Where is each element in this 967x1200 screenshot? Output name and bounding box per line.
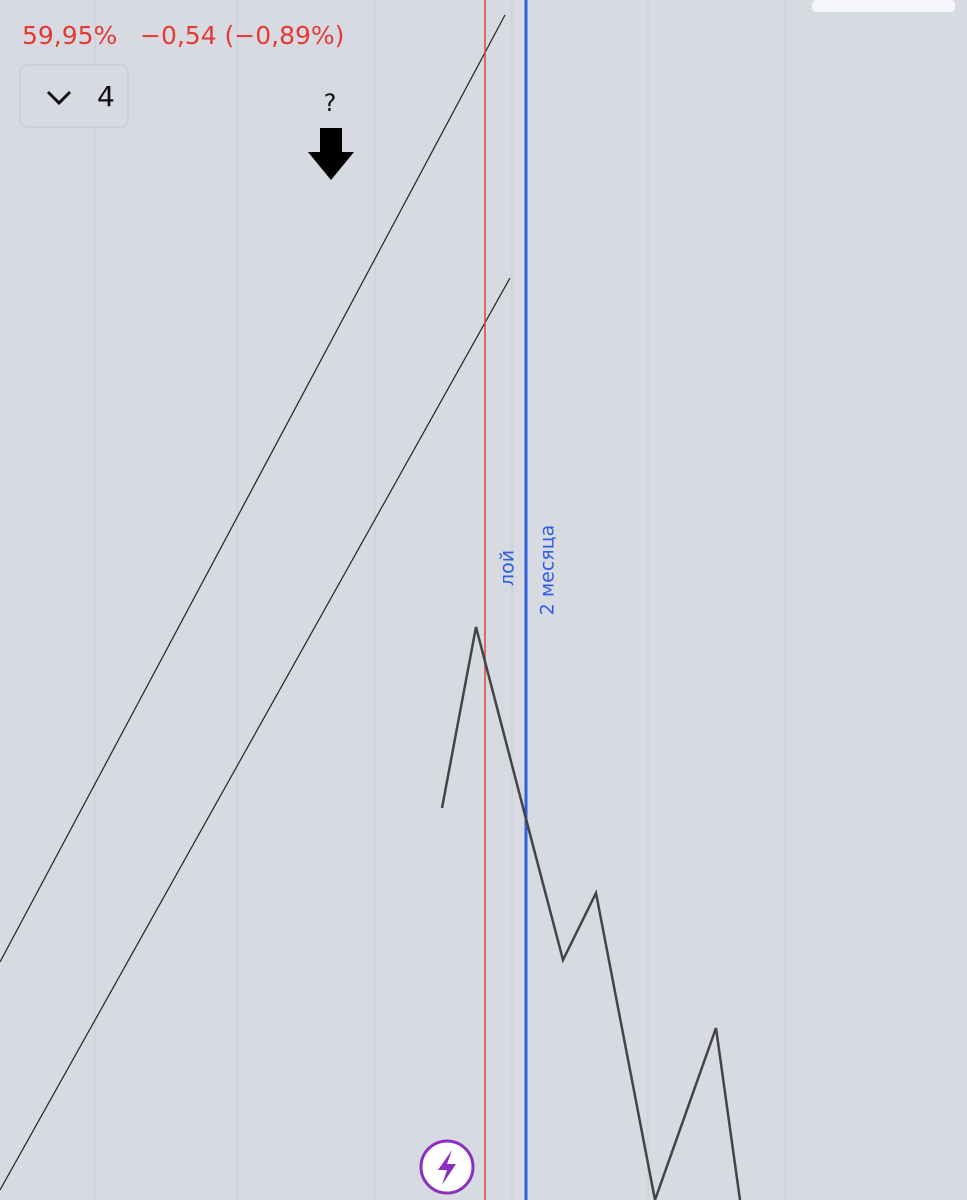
indicator-toggle[interactable] [19, 64, 129, 128]
annotation: 2 месяца [537, 525, 559, 616]
header-change: −0,54 (−0,89%) [140, 21, 344, 50]
lightning-icon [438, 1150, 456, 1185]
annotation: лой [497, 550, 519, 586]
indicator-count: 4 [97, 80, 115, 113]
arrow-icon [308, 128, 354, 180]
channel-line [0, 277, 511, 1191]
annotation: ? [324, 89, 337, 117]
top-button[interactable] [812, 0, 955, 12]
grid [94, 0, 786, 1200]
channel-line [0, 14, 506, 963]
forecast-path [440, 626, 742, 1200]
header-price: 59,95% [22, 21, 117, 50]
chevron-icon [46, 90, 72, 106]
